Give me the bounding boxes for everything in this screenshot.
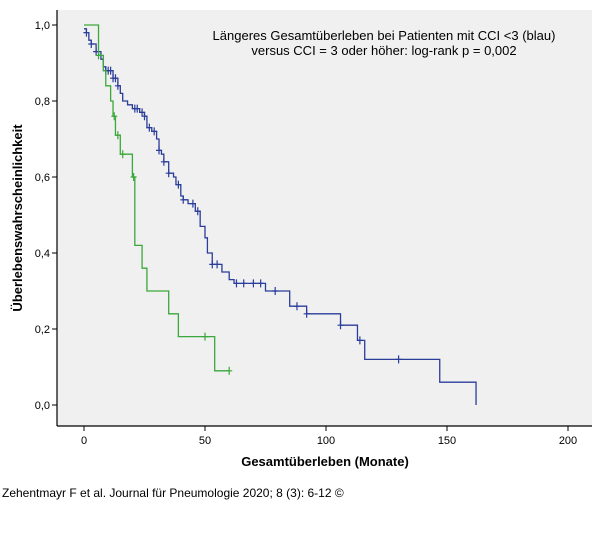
y-tick-label: 0,8 bbox=[35, 96, 50, 108]
y-tick-label: 0,0 bbox=[35, 400, 50, 412]
x-tick-label: 0 bbox=[81, 435, 87, 447]
annotation-line-1: Längeres Gesamtüberleben bei Patienten m… bbox=[213, 28, 556, 43]
censor-mark bbox=[293, 302, 300, 311]
censor-mark bbox=[88, 40, 95, 48]
censor-mark bbox=[114, 131, 121, 140]
censor-mark bbox=[337, 321, 344, 330]
censor-mark bbox=[146, 123, 153, 132]
censor-mark bbox=[156, 146, 163, 155]
censor-mark bbox=[114, 81, 121, 90]
censor-mark bbox=[107, 66, 114, 75]
citation: Zehentmayr F et al. Journal für Pneumolo… bbox=[2, 486, 344, 500]
censor-mark bbox=[214, 260, 221, 269]
censor-mark bbox=[95, 51, 102, 60]
annotation-line-2: versus CCI = 3 oder höher: log-rank p = … bbox=[251, 43, 516, 58]
x-tick-label: 100 bbox=[317, 435, 335, 447]
censor-mark bbox=[202, 332, 208, 341]
censor-mark bbox=[395, 355, 402, 364]
censor-mark bbox=[226, 366, 233, 375]
plot-area bbox=[57, 10, 592, 426]
censor-mark bbox=[160, 157, 167, 166]
censor-mark bbox=[119, 150, 126, 159]
censor-mark bbox=[134, 104, 141, 113]
censor-mark bbox=[303, 309, 310, 318]
censor-mark bbox=[240, 279, 247, 288]
y-tick-label: 0,2 bbox=[35, 324, 50, 336]
censor-mark bbox=[257, 279, 264, 288]
y-tick-label: 1,0 bbox=[35, 20, 50, 32]
censor-mark bbox=[189, 199, 196, 208]
y-tick-label: 0,6 bbox=[35, 172, 50, 184]
censor-mark bbox=[165, 169, 172, 178]
censor-mark bbox=[151, 127, 158, 136]
censor-mark bbox=[356, 336, 363, 345]
censor-mark bbox=[175, 180, 182, 189]
censor-mark bbox=[250, 279, 257, 288]
x-tick-label: 150 bbox=[438, 435, 456, 447]
censor-mark bbox=[233, 279, 240, 288]
y-axis-label: Überlebenswahrscheinlichkeit bbox=[10, 124, 25, 312]
censor-mark bbox=[111, 112, 118, 121]
y-tick-label: 0,4 bbox=[35, 248, 50, 260]
censor-mark bbox=[272, 287, 279, 295]
censor-mark bbox=[141, 112, 148, 121]
censor-mark bbox=[180, 195, 187, 204]
censor-mark bbox=[130, 173, 137, 181]
censor-mark bbox=[83, 28, 90, 37]
censor-mark bbox=[194, 207, 201, 216]
censor-mark bbox=[112, 74, 119, 83]
x-tick-label: 50 bbox=[199, 435, 211, 447]
x-axis-label: Gesamtüberleben (Monate) bbox=[241, 454, 409, 469]
x-tick-label: 200 bbox=[559, 435, 577, 447]
survival-curve-1 bbox=[84, 24, 230, 372]
